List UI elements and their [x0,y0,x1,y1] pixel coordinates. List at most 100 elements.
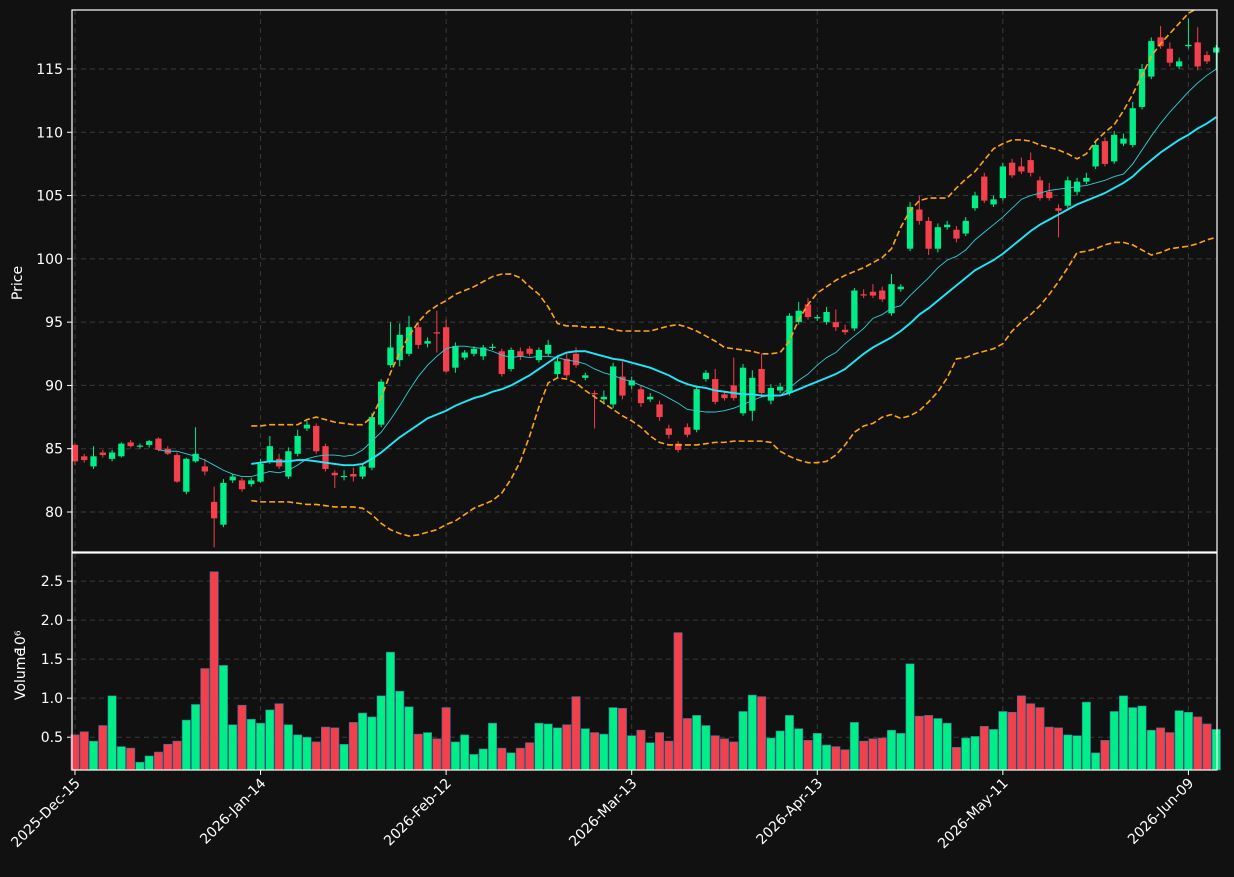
y-tick-label: 80 [45,505,63,521]
x-tick-label: 2026-Jan-14 [197,775,269,847]
y-tick-label: 105 [36,189,63,205]
candle-body [1166,48,1174,63]
candle-body [118,443,125,457]
candle-body [498,351,505,375]
candle-body [795,310,802,323]
volume-bar [849,722,859,771]
candle-body [1101,141,1109,164]
candle-body [442,327,450,372]
candle-body [944,224,951,228]
candle-body [730,385,737,399]
candle-body [359,466,366,477]
volume-bar [256,722,266,771]
volume-bar [1100,740,1110,771]
candle-body [582,375,589,378]
volume-bar [924,715,934,771]
candle-body [535,349,543,361]
x-tick-label: 2026-Apr-13 [754,776,827,849]
y-tick-label: 1.0 [41,691,63,707]
candle-body [229,476,236,481]
volume-bar [887,729,896,771]
x-tick-label: 2026-Mar-13 [566,776,640,850]
candle-body [517,351,524,357]
volume-bar [330,727,340,771]
volume-bar [302,736,312,771]
volume-bar [395,690,405,771]
candle-body [841,329,849,333]
volume-bar [766,737,776,771]
volume-bar [1081,701,1091,771]
volume-bar [450,741,460,771]
volume-bar [1091,752,1101,771]
candle-body [220,482,227,525]
volume-bar [404,706,414,771]
candle-body [1027,160,1034,173]
volume-bar [441,707,451,771]
candle-body [136,445,144,447]
volume-bar [1054,727,1063,771]
volume-bar [775,730,785,771]
candle-body [1138,68,1146,107]
volume-bar [1109,711,1119,771]
y-tick-label: 2.0 [41,613,63,629]
candle-body [814,317,821,319]
candle-body [489,346,496,349]
volume-bar [877,737,887,771]
candle-body [609,366,617,405]
candle-body [313,425,320,452]
y-tick-label: 90 [45,378,63,394]
candle-body [628,380,635,386]
volume-bar [580,728,590,771]
x-tick-label: 2026-May-11 [935,776,1012,853]
candle-body [183,458,190,492]
volume-bar [200,668,210,771]
candle-body [1111,134,1118,162]
volume-bar [107,695,117,771]
volume-bar [757,696,767,771]
candle-body [155,438,162,450]
volume-bar [1156,727,1166,771]
volume-bar [682,718,692,771]
volume-bar [488,722,497,771]
candle-body [971,195,979,209]
candle-body [934,227,942,249]
candle-body [1083,177,1090,182]
volume-bar [803,740,813,771]
volume-bar [942,722,952,771]
volume-bar [98,725,108,771]
candle-body [108,452,116,459]
volume-bar [859,740,869,771]
lower-band [251,236,1217,537]
volume-bar [543,723,553,771]
candle-body [238,480,246,490]
candle-body [758,368,765,394]
volume-bar [321,726,330,771]
candle-body [424,341,431,344]
candle-body [433,332,440,334]
candle-body [127,442,134,447]
candle-body [665,428,672,435]
candle-body [210,501,218,519]
upper-band [251,10,1197,427]
volume-bar [506,752,516,771]
candle-body [99,452,106,456]
volume-bar [970,736,980,771]
volume-bar [840,749,850,771]
candle-body [647,396,654,400]
candle-body [378,381,385,425]
volume-bar [1137,705,1147,771]
candle-body [1018,166,1025,172]
volume-bar [1044,726,1054,771]
candle-body [619,376,626,396]
candle-body [767,387,775,401]
candle-body [266,446,273,462]
volume-bar [228,724,238,771]
volume-bar [562,724,572,771]
volume-bar [1165,732,1175,771]
candle-body [387,347,394,366]
candle-body [637,389,645,404]
candle-body [563,358,570,376]
x-tick-label: 2026-Feb-12 [381,776,455,850]
candle-body [90,456,97,467]
